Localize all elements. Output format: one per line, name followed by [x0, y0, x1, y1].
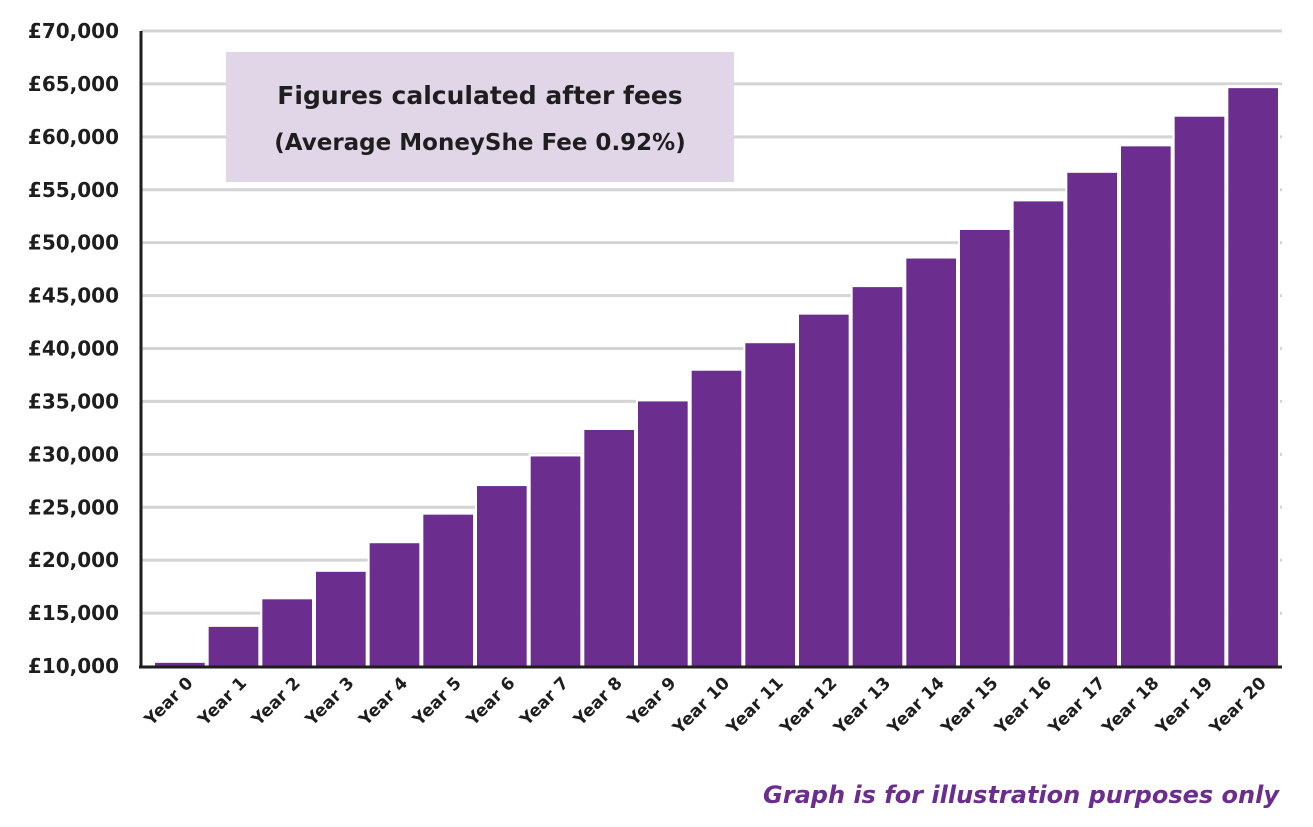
x-tick-label: Year 17 [1044, 673, 1110, 739]
x-tick-label: Year 8 [570, 673, 627, 730]
y-tick-label: £35,000 [28, 389, 119, 413]
bar [960, 229, 1010, 666]
bar [316, 571, 366, 666]
bar [852, 287, 903, 666]
bar [638, 401, 688, 666]
bar [1013, 201, 1064, 666]
x-tick-label: Year 10 [668, 673, 734, 739]
y-axis-tick-labels: £10,000 £15,000 £20,000 £25,000 £30,000 £35,0… [28, 19, 119, 678]
x-tick-label: Year 13 [829, 673, 895, 739]
y-tick-label: £10,000 [28, 654, 119, 678]
y-tick-label: £50,000 [28, 231, 119, 255]
y-tick-label: £40,000 [28, 337, 119, 361]
fee-note: Figures calculated after fees (Average M… [226, 52, 734, 182]
x-tick-label: Year 18 [1098, 673, 1164, 739]
x-tick-label: Year 1 [194, 673, 251, 730]
bar [1228, 88, 1278, 666]
x-tick-label: Year 11 [722, 673, 788, 739]
y-tick-label: £55,000 [28, 178, 119, 202]
bar [369, 543, 420, 666]
bar [208, 626, 259, 666]
y-tick-label: £20,000 [28, 548, 119, 572]
x-tick-label: Year 20 [1205, 673, 1271, 739]
bar [155, 662, 205, 666]
bar [1174, 116, 1225, 667]
bar [906, 258, 956, 666]
bar [799, 314, 849, 666]
bar [477, 486, 527, 666]
x-tick-label: Year 19 [1151, 673, 1217, 739]
bar [423, 514, 473, 666]
y-tick-label: £30,000 [28, 442, 119, 466]
x-tick-label: Year 4 [355, 673, 412, 730]
fee-note-box [226, 52, 734, 182]
bars [153, 85, 1280, 667]
x-tick-label: Year 3 [301, 673, 358, 730]
bar [584, 429, 634, 666]
x-tick-label: Year 15 [937, 673, 1003, 739]
bar [745, 343, 795, 666]
y-tick-label: £65,000 [28, 72, 119, 96]
y-tick-label: £60,000 [28, 125, 119, 149]
bar [691, 370, 742, 666]
x-tick-label: Year 0 [140, 673, 197, 730]
y-tick-label: £15,000 [28, 601, 119, 625]
x-tick-label: Year 6 [462, 673, 519, 730]
bar [262, 599, 312, 666]
x-tick-label: Year 12 [776, 673, 842, 739]
x-tick-label: Year 5 [409, 673, 466, 730]
illustration-disclaimer: Graph is for illustration purposes only [763, 781, 1280, 809]
bar [1067, 172, 1117, 667]
bar [530, 456, 581, 666]
fee-note-subtitle: (Average MoneyShe Fee 0.92%) [274, 130, 686, 156]
x-tick-label: Year 14 [883, 673, 949, 739]
bar [1121, 146, 1171, 666]
y-tick-label: £25,000 [28, 495, 119, 519]
x-tick-label: Year 16 [990, 673, 1056, 739]
x-tick-label: Year 2 [248, 673, 305, 730]
y-tick-label: £45,000 [28, 284, 119, 308]
x-tick-label: Year 7 [516, 673, 573, 730]
y-tick-label: £70,000 [28, 19, 119, 43]
fee-note-title: Figures calculated after fees [277, 81, 682, 110]
